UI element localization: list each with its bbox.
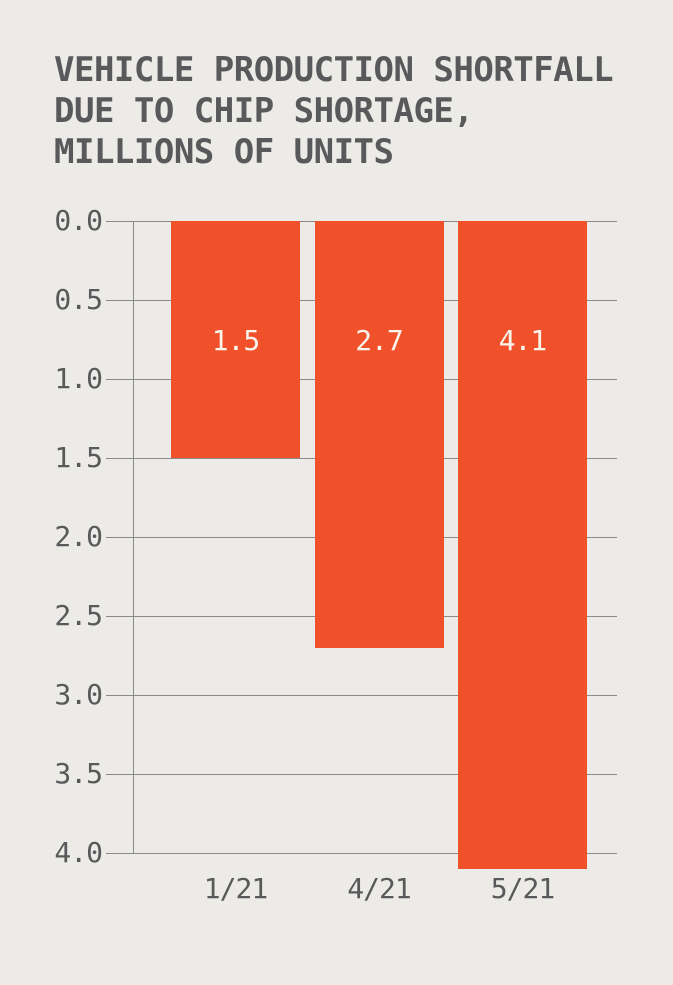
bar-value-label: 1.5	[211, 324, 261, 357]
y-axis-tick-label: 2.5	[54, 599, 103, 632]
bar-5/21	[458, 221, 587, 869]
y-axis-tick-label: 3.0	[54, 678, 103, 711]
x-axis-category-label: 4/21	[347, 872, 411, 905]
gridline-3.5	[106, 773, 617, 775]
y-axis-line	[132, 221, 134, 853]
y-axis-tick-label: 4.0	[54, 836, 103, 869]
bar-1/21	[171, 221, 300, 458]
chart-title-line-2: DUE TO CHIP SHORTAGE,	[54, 91, 474, 131]
gridline-4.0	[106, 852, 617, 854]
bar-value-label: 4.1	[498, 324, 548, 357]
x-axis-category-label: 1/21	[203, 872, 268, 905]
chart-title: VEHICLE PRODUCTION SHORTFALL DUE TO CHIP…	[54, 50, 614, 173]
y-axis-tick-label: 2.0	[54, 520, 103, 553]
y-axis-tick-label: 1.0	[54, 362, 103, 395]
y-axis-tick-label: 1.5	[54, 441, 103, 474]
chart-title-line-3: MILLIONS OF UNITS	[54, 132, 394, 172]
y-axis-tick-label: 3.5	[54, 757, 103, 790]
gridline-3.0	[106, 694, 617, 696]
x-axis-category-label: 5/21	[490, 872, 555, 905]
y-axis-tick-label: 0.0	[54, 204, 103, 237]
chart-title-line-1: VEHICLE PRODUCTION SHORTFALL	[54, 50, 614, 90]
bar-value-label: 2.7	[355, 324, 404, 357]
bar-4/21	[314, 221, 444, 648]
y-axis-tick-label: 0.5	[54, 283, 103, 316]
